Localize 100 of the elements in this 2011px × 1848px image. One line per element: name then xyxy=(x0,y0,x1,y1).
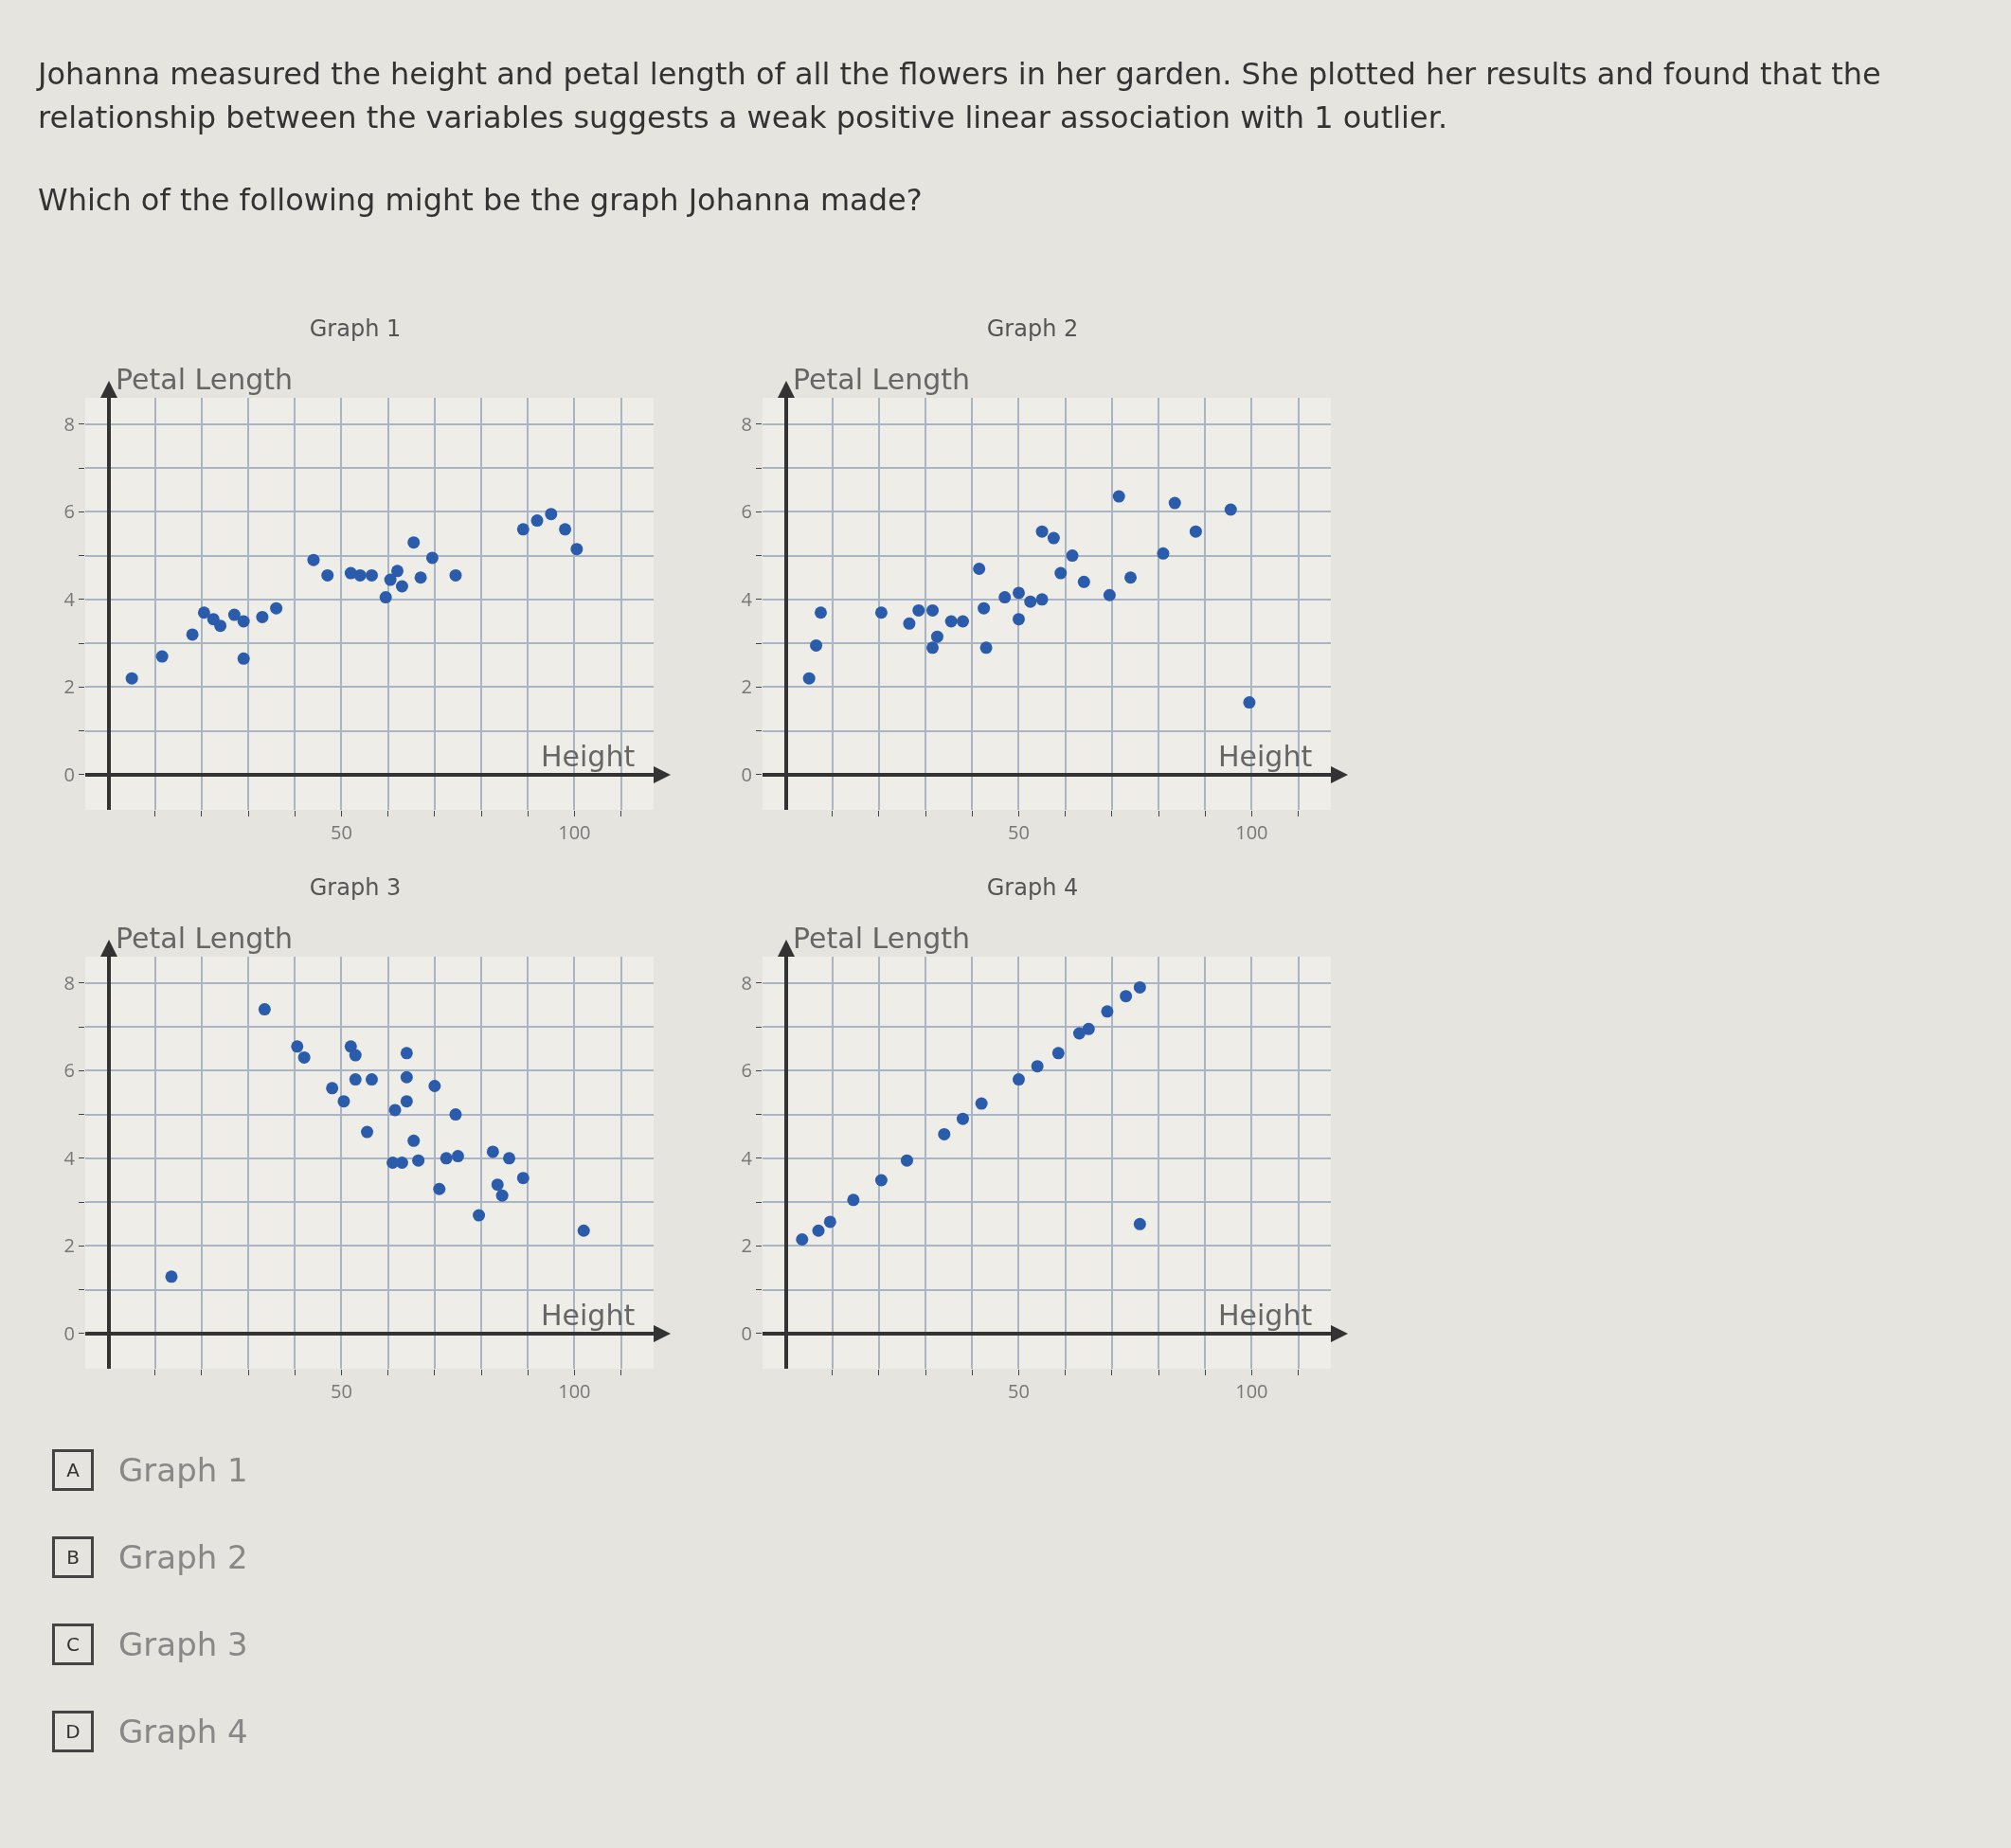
point xyxy=(361,1125,374,1139)
y-tick-label: 0 xyxy=(741,761,752,787)
y-tick-label: 2 xyxy=(63,1232,75,1259)
y-axis-title: Petal Length xyxy=(793,922,970,955)
chart-title: Graph 1 xyxy=(309,314,402,342)
point xyxy=(388,1103,402,1117)
point xyxy=(978,601,991,615)
point xyxy=(451,1150,464,1163)
point xyxy=(912,603,925,617)
point xyxy=(395,1157,408,1169)
point xyxy=(1133,1217,1146,1230)
point xyxy=(486,1145,499,1158)
x-tick-label: 50 xyxy=(1008,1378,1030,1404)
y-axis-title: Petal Length xyxy=(793,363,970,396)
point xyxy=(545,508,558,521)
y-tick-label: 4 xyxy=(741,1144,753,1171)
point xyxy=(395,580,408,593)
point xyxy=(428,1080,441,1093)
point xyxy=(349,1049,362,1062)
y-tick-label: 6 xyxy=(63,1057,75,1084)
chart-title: Graph 4 xyxy=(986,873,1079,901)
point xyxy=(1189,525,1202,538)
text: Johanna measured the height and petal length of all the flowers in her garden. She plotted her results and found that the relationship between the variables suggests a weak positive linear association with 1 outlier. xyxy=(38,55,1882,138)
point xyxy=(900,1154,913,1167)
point xyxy=(1054,566,1068,580)
point xyxy=(810,638,823,652)
chart-title: Graph 3 xyxy=(309,873,402,901)
point xyxy=(165,1270,178,1283)
point xyxy=(337,1095,350,1108)
y-axis-title: Petal Length xyxy=(116,922,293,955)
x-axis-title: Height xyxy=(541,740,636,773)
point xyxy=(930,630,943,643)
point xyxy=(384,573,397,586)
x-axis-title: Height xyxy=(1218,1299,1313,1332)
text: C xyxy=(52,1624,94,1665)
x-tick-label: 50 xyxy=(1008,819,1030,845)
point xyxy=(1035,593,1049,606)
point xyxy=(1035,525,1049,538)
point xyxy=(802,672,816,685)
y-tick-label: 2 xyxy=(741,673,752,700)
point xyxy=(491,1178,504,1192)
point xyxy=(1101,1005,1114,1018)
point xyxy=(1013,1073,1025,1086)
y-axis-title: Petal Length xyxy=(116,363,293,396)
point xyxy=(1066,549,1079,563)
point xyxy=(1047,531,1060,545)
x-tick-label: 50 xyxy=(331,1378,352,1404)
x-axis-title: Height xyxy=(1218,740,1313,773)
y-tick-label: 0 xyxy=(63,761,75,787)
point xyxy=(400,1047,413,1060)
point xyxy=(503,1152,516,1165)
point xyxy=(1120,990,1133,1003)
point xyxy=(214,619,227,633)
point xyxy=(449,568,462,582)
x-tick-label: 100 xyxy=(558,1378,591,1404)
point xyxy=(1224,503,1237,516)
point xyxy=(1124,571,1138,584)
point xyxy=(812,1224,825,1237)
point xyxy=(577,1224,590,1237)
point xyxy=(823,1215,836,1229)
point xyxy=(1072,1027,1086,1040)
point xyxy=(1112,490,1125,503)
point xyxy=(998,591,1012,604)
point xyxy=(400,1070,413,1084)
point xyxy=(847,1193,860,1207)
point xyxy=(365,1073,378,1086)
point xyxy=(414,571,427,584)
point xyxy=(516,1172,530,1185)
caption: Graph 1 xyxy=(118,1451,248,1489)
point xyxy=(307,553,320,566)
point xyxy=(349,1073,362,1086)
y-tick-label: 2 xyxy=(63,673,75,700)
y-tick-label: 4 xyxy=(741,585,753,612)
point xyxy=(979,641,993,655)
point xyxy=(1013,586,1025,600)
point xyxy=(1077,575,1090,588)
x-axis-title: Height xyxy=(541,1299,636,1332)
text: D xyxy=(52,1711,94,1752)
y-tick-label: 0 xyxy=(63,1319,75,1346)
x-tick-label: 100 xyxy=(1235,1378,1268,1404)
point xyxy=(926,641,940,655)
y-tick-label: 6 xyxy=(741,498,752,525)
point xyxy=(256,610,269,623)
point xyxy=(1013,613,1025,626)
point xyxy=(473,1209,486,1222)
point xyxy=(1103,588,1116,601)
point xyxy=(449,1108,462,1121)
point xyxy=(530,514,544,528)
point xyxy=(1133,980,1146,994)
point xyxy=(570,543,584,556)
point xyxy=(186,628,199,641)
point xyxy=(237,615,250,628)
point xyxy=(516,523,530,536)
point xyxy=(814,606,827,619)
caption: Graph 4 xyxy=(118,1713,248,1750)
x-tick-label: 100 xyxy=(1235,819,1268,845)
point xyxy=(559,523,572,536)
point xyxy=(379,591,392,604)
y-tick-label: 2 xyxy=(741,1232,752,1259)
y-tick-label: 8 xyxy=(63,969,75,996)
